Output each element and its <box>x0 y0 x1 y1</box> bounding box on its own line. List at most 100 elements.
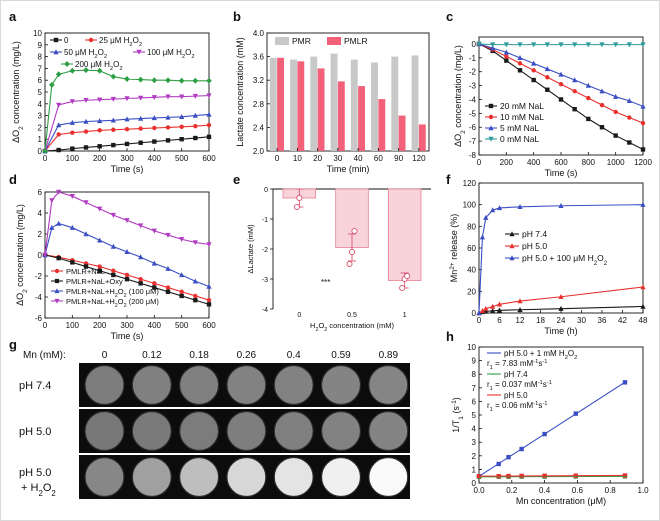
y-tick-label: -5 <box>469 109 477 118</box>
label-part: 2 <box>191 54 194 60</box>
label-part: 2 <box>324 327 327 333</box>
label-part: Mn <box>449 270 459 283</box>
data-point <box>509 255 515 261</box>
y-tick-label: 2 <box>38 230 43 239</box>
mri-phantom-rim <box>368 410 409 452</box>
y-tick-label: 0 <box>38 147 43 156</box>
mri-row <box>79 363 410 407</box>
data-point <box>69 119 75 125</box>
label-part: 1 <box>490 386 493 392</box>
data-point <box>206 77 212 84</box>
label-part: 200 μM H <box>75 60 110 69</box>
data-point <box>179 293 184 299</box>
label-part: (100 μM) <box>127 287 160 296</box>
label-part: = 7.83 mM <box>493 359 534 368</box>
x-tick-label: 90 <box>394 154 403 163</box>
data-point <box>69 194 75 199</box>
legend-text: 50 μM H2O2 <box>64 48 107 60</box>
mri-phantom <box>226 411 266 451</box>
data-point <box>572 106 577 112</box>
y-tick-label: 5 <box>472 411 477 420</box>
data-point <box>97 264 102 269</box>
fit-line <box>478 380 627 477</box>
series <box>476 41 646 109</box>
mri-phantom-rim <box>131 410 172 452</box>
data-point <box>206 93 212 99</box>
legend-item: PMLR+NaL+H2O2 (200 μM) <box>51 297 159 309</box>
y-tick-label: 0 <box>38 251 43 260</box>
data-point <box>531 77 536 83</box>
mri-phantom-rim <box>84 364 125 406</box>
row-label: pH 5.0 <box>19 467 51 479</box>
data-point <box>97 97 103 103</box>
bar-pmlr <box>337 81 345 151</box>
data-point <box>138 95 144 101</box>
y-axis-title: Lactate concentration (mM) <box>235 37 245 147</box>
x-tick-label: 0 <box>477 316 482 325</box>
panel-e: e0-1-2-3-40 0.5 1***H2O2 concentration (mM… <box>233 172 431 333</box>
data-point <box>613 42 619 48</box>
mri-phantom-rim <box>226 456 267 498</box>
y-tick-label: 3 <box>38 112 43 121</box>
x-tick-label: 300 <box>120 321 134 330</box>
mri-phantom-rim <box>273 410 314 452</box>
concentration-label: 0.59 <box>331 350 351 361</box>
y-tick-label: 2.0 <box>253 147 265 156</box>
y-tick-label: 9 <box>38 41 43 50</box>
data-point <box>97 268 102 273</box>
data-point <box>70 260 75 265</box>
x-tick-label: 0.5 <box>347 312 357 319</box>
data-point <box>193 293 198 299</box>
axes-frame <box>478 182 644 314</box>
x-axis-title: H2O2 concentration (mM) <box>310 321 394 333</box>
data-point <box>165 138 171 143</box>
label-part: 2 <box>124 303 127 309</box>
data-point <box>206 283 212 289</box>
replicate-point <box>296 194 303 202</box>
label-part: O <box>43 482 52 494</box>
label-part: 2 <box>51 489 55 498</box>
y-tick-label: -2 <box>35 272 43 281</box>
y-tick-label: 10 <box>33 29 42 38</box>
data-point <box>55 71 62 78</box>
x-tick-label: 6 <box>497 316 502 325</box>
bar-pmr <box>310 56 318 151</box>
data-point <box>599 88 605 94</box>
label-part: O <box>318 321 324 330</box>
y-tick-label: 6 <box>38 188 43 197</box>
label-part: PMLR+NaL+H <box>66 287 115 296</box>
label-part: 2 <box>124 293 127 299</box>
replicate-point <box>348 248 356 256</box>
x-tick-label: 60 <box>374 154 383 163</box>
data-point <box>138 115 144 121</box>
panel-c: 0 200 400 600 800 1000 1200 0 -1 -2 -3 -4 -5 -6 -7 -8 Ti… <box>446 9 652 178</box>
y-tick-label: 80 <box>467 222 476 231</box>
y-tick-label: 0 <box>472 309 477 318</box>
x-tick-label: 100 <box>66 154 80 163</box>
row-label: pH 5.0 <box>19 426 51 438</box>
data-point <box>503 49 509 55</box>
mri-phantom-rim <box>179 364 220 406</box>
y-tick-label: 100 <box>463 201 477 210</box>
y-tick-label: 4.0 <box>253 29 265 38</box>
data-point <box>124 272 130 278</box>
legend-item: 25 μM H2O2 <box>85 36 142 48</box>
legend-item: 200 μM H2O2 <box>61 60 123 72</box>
concentration-label: 0.26 <box>237 350 257 361</box>
x-tick-label: 400 <box>527 158 541 167</box>
data-point <box>97 118 103 124</box>
data-point <box>49 224 55 230</box>
mri-phantom <box>85 457 124 497</box>
y-tick-label: 2 <box>472 452 477 461</box>
data-point <box>111 142 116 148</box>
data-point <box>640 284 646 290</box>
x-axis-title: Time (s) <box>111 164 144 174</box>
mri-phantom-rim <box>226 364 267 406</box>
data-point <box>640 103 646 109</box>
data-point <box>586 116 591 122</box>
data-point <box>613 133 618 138</box>
label-part: ΔO <box>453 134 463 147</box>
data-point <box>585 42 591 48</box>
mri-phantom <box>132 365 172 405</box>
